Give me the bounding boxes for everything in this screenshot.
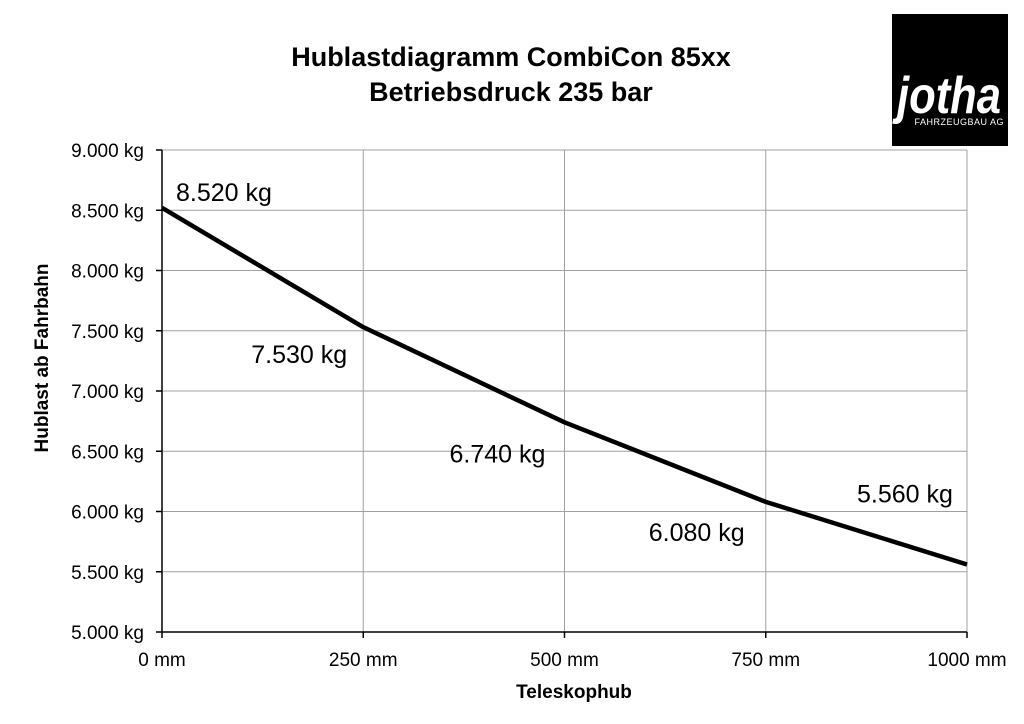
y-tick-label: 9.000 kg <box>71 141 144 162</box>
y-tick-label: 5.000 kg <box>71 623 144 644</box>
x-tick-label: 0 mm <box>138 650 186 671</box>
x-tick-label: 750 mm <box>731 650 800 671</box>
x-tick-label: 250 mm <box>329 650 398 671</box>
y-axis-title: Hublast ab Fahrbahn <box>32 264 53 453</box>
chart-subtitle: Betriebsdruck 235 bar <box>369 77 653 107</box>
grid-lines <box>161 149 968 633</box>
logo-wordmark: jotha <box>892 67 1001 125</box>
x-tick-label: 1000 mm <box>927 650 1006 671</box>
y-tick-label: 7.500 kg <box>71 322 144 343</box>
y-tick-labels: 5.000 kg 5.500 kg 6.000 kg 6.500 kg 7.000 kg… <box>71 141 144 644</box>
x-tick-label: 500 mm <box>530 650 599 671</box>
data-label: 5.560 kg <box>857 481 953 509</box>
data-label: 6.740 kg <box>450 440 546 468</box>
jotha-logo: jotha FAHRZEUGBAU AG <box>892 14 1008 146</box>
y-tick-label: 5.500 kg <box>71 563 144 584</box>
data-label: 8.520 kg <box>176 179 272 207</box>
x-axis-title: Teleskophub <box>516 682 632 703</box>
series-group <box>160 205 968 567</box>
logo-tagline: FAHRZEUGBAU AG <box>914 117 1004 127</box>
y-tick-label: 6.500 kg <box>71 442 144 463</box>
data-label: 7.530 kg <box>251 341 347 369</box>
series-line <box>160 205 968 567</box>
y-tick-label: 7.000 kg <box>71 382 144 403</box>
y-tick-label: 8.000 kg <box>71 262 144 283</box>
y-tick-label: 6.000 kg <box>71 503 144 524</box>
chart-title: Hublastdiagramm CombiCon 85xx <box>291 42 731 72</box>
data-label: 6.080 kg <box>649 519 745 547</box>
y-tick-label: 8.500 kg <box>71 201 144 222</box>
x-tick-labels: 0 mm 250 mm 500 mm 750 mm 1000 mm <box>138 650 1006 671</box>
plot-frame <box>156 149 968 638</box>
data-labels: 8.520 kg 7.530 kg 6.740 kg 6.080 kg 5.560 kg <box>176 179 953 547</box>
logo-background <box>892 14 1008 146</box>
